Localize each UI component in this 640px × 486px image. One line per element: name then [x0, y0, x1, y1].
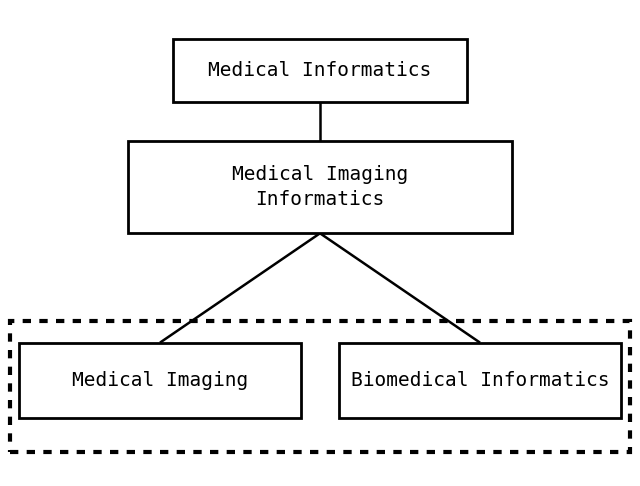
Bar: [128, 141, 512, 233]
Bar: [173, 39, 467, 102]
Text: Medical Informatics: Medical Informatics: [209, 61, 431, 80]
Text: Biomedical Informatics: Biomedical Informatics: [351, 371, 609, 390]
Bar: [10, 321, 630, 452]
Bar: [339, 343, 621, 418]
Bar: [19, 343, 301, 418]
Text: Medical Imaging
Informatics: Medical Imaging Informatics: [232, 165, 408, 209]
Text: Medical Imaging: Medical Imaging: [72, 371, 248, 390]
